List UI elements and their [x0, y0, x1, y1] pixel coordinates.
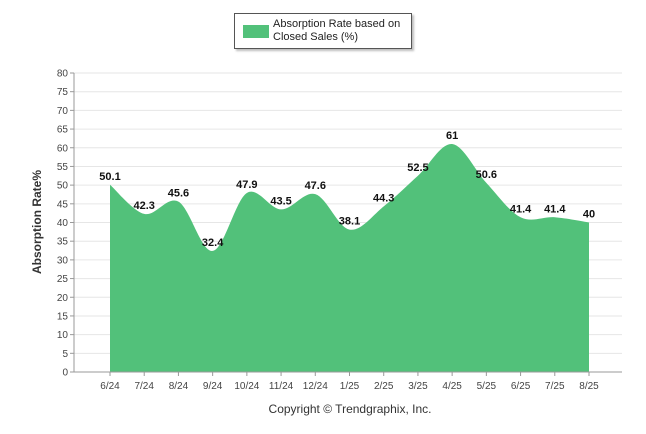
data-label: 50.1	[99, 171, 120, 183]
y-tick-label: 25	[57, 274, 69, 285]
x-tick-label: 7/25	[545, 381, 565, 392]
y-tick-label: 45	[57, 199, 69, 210]
x-tick-label: 11/24	[269, 381, 294, 392]
copyright-text: Copyright © Trendgraphix, Inc.	[268, 402, 432, 416]
x-tick-label: 9/24	[203, 381, 223, 392]
data-label: 43.5	[270, 195, 291, 207]
legend: Absorption Rate based on Closed Sales (%…	[234, 13, 412, 49]
data-label: 50.6	[476, 169, 497, 181]
data-label: 38.1	[339, 216, 360, 228]
x-tick-label: 4/25	[442, 381, 462, 392]
data-label: 44.3	[373, 192, 394, 204]
data-label: 41.4	[544, 203, 566, 215]
data-label: 40	[583, 209, 595, 221]
data-label: 47.9	[236, 179, 257, 191]
y-axis-ticks: 0 5 10 15 20 25 30 35 40 45 50 55 60 65 70 75 80	[57, 69, 74, 379]
y-tick-label: 15	[57, 311, 69, 322]
y-tick-label: 80	[57, 69, 69, 80]
y-tick-label: 75	[57, 87, 69, 98]
legend-swatch	[243, 25, 269, 38]
x-tick-label: 3/25	[408, 381, 428, 392]
x-tick-label: 8/25	[579, 381, 599, 392]
y-tick-label: 50	[57, 181, 69, 192]
y-tick-label: 55	[57, 162, 69, 173]
y-tick-label: 20	[57, 293, 69, 304]
x-tick-label: 10/24	[234, 381, 259, 392]
x-tick-label: 5/25	[477, 381, 497, 392]
y-tick-label: 60	[57, 143, 69, 154]
y-axis-label: Absorption Rate%	[30, 170, 44, 274]
x-tick-label: 12/24	[303, 381, 328, 392]
x-tick-label: 1/25	[340, 381, 360, 392]
y-tick-label: 70	[57, 106, 69, 117]
data-label: 47.6	[305, 180, 326, 192]
x-tick-label: 2/25	[374, 381, 394, 392]
x-tick-label: 7/24	[134, 381, 154, 392]
y-tick-label: 65	[57, 125, 69, 136]
data-label: 45.6	[168, 188, 189, 200]
legend-label: Absorption Rate based on Closed Sales (%…	[273, 18, 401, 43]
data-label: 61	[446, 130, 458, 142]
y-tick-label: 30	[57, 255, 69, 266]
x-tick-label: 6/25	[511, 381, 531, 392]
y-tick-label: 40	[57, 218, 69, 229]
series-area	[110, 143, 589, 372]
data-label: 42.3	[134, 200, 155, 212]
data-labels: 50.1 42.3 45.6 32.4 47.9 43.5 47.6 38.1 44.3 52.5…	[99, 130, 595, 249]
y-tick-label: 0	[62, 368, 68, 379]
x-tick-label: 8/24	[169, 381, 189, 392]
y-tick-label: 35	[57, 237, 69, 248]
x-axis-ticks: 6/24 7/24 8/24 9/24 10/24 11/24 12/24 1/25 2/25 3…	[100, 372, 599, 392]
y-tick-label: 10	[57, 330, 69, 341]
y-tick-label: 5	[62, 349, 68, 360]
data-label: 41.4	[510, 203, 532, 215]
data-label: 52.5	[407, 162, 428, 174]
data-label: 32.4	[202, 237, 224, 249]
x-tick-label: 6/24	[100, 381, 120, 392]
